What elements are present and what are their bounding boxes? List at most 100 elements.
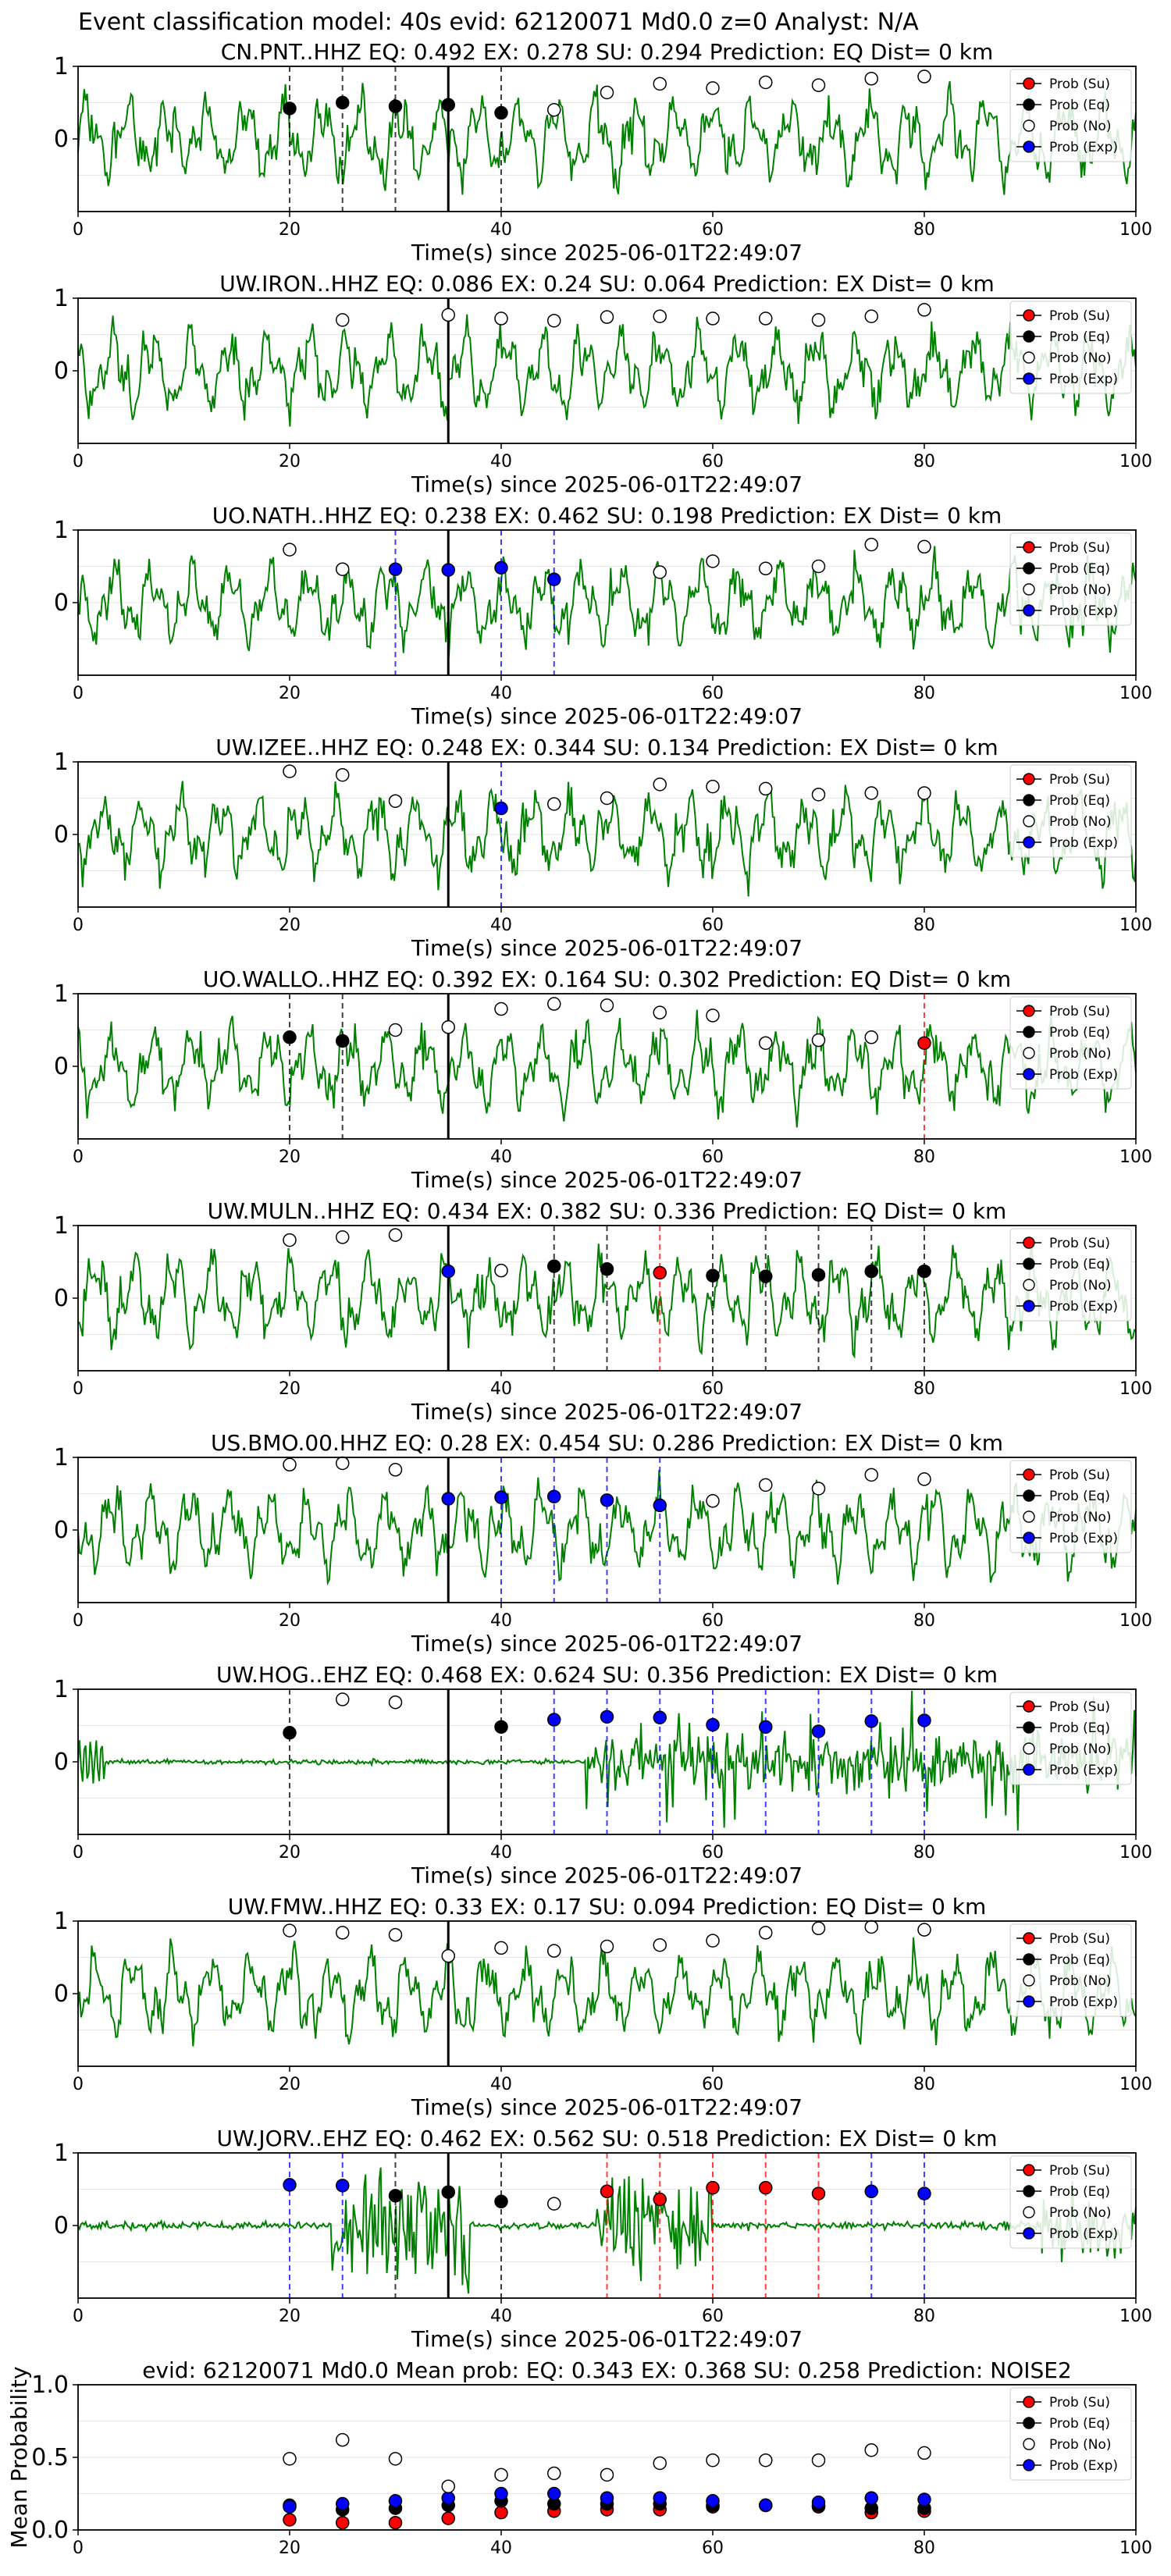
- prob-marker: [547, 1944, 561, 1958]
- prob-marker: [494, 1002, 508, 1016]
- prob-marker: [388, 2189, 403, 2203]
- x-axis-label: Time(s) since 2025-06-01T22:49:07: [411, 1167, 803, 1193]
- x-tick-label: 80: [913, 1379, 935, 1399]
- x-tick-label: 20: [279, 1611, 301, 1631]
- panel-title: UW.IRON..HHZ EQ: 0.086 EX: 0.24 SU: 0.06…: [219, 271, 994, 297]
- legend-label: Prob (No): [1049, 814, 1112, 830]
- panel-title: evid: 62120071 Md0.0 Mean prob: EQ: 0.34…: [142, 2357, 1072, 2383]
- prob-marker: [864, 1264, 878, 1279]
- waveform-trace: [77, 781, 1137, 897]
- legend-label: Prob (Eq): [1049, 1257, 1110, 1272]
- waveform-trace: [77, 80, 1137, 195]
- mean-prob-marker: [388, 2515, 403, 2530]
- panel-title: UO.WALLO..HHZ EQ: 0.392 EX: 0.164 SU: 0.…: [203, 966, 1011, 992]
- chart-panel: UW.IZEE..HHZ EQ: 0.248 EX: 0.344 SU: 0.1…: [54, 735, 1152, 961]
- x-tick-label: 40: [490, 2307, 512, 2326]
- prob-marker: [441, 308, 455, 322]
- legend-marker: [1023, 2438, 1035, 2450]
- x-tick-label: 0: [73, 452, 84, 471]
- legend-marker: [1023, 330, 1035, 343]
- x-tick-label: 0: [73, 916, 84, 935]
- legend: Prob (Su) Prob (Eq) Prob (No) Prob (Exp): [1009, 532, 1132, 626]
- legend-label: Prob (Su): [1049, 1236, 1110, 1251]
- x-tick-label: 60: [702, 916, 724, 935]
- legend-label: Prob (Su): [1049, 76, 1110, 92]
- y-tick-label: 1: [54, 2140, 69, 2167]
- prob-marker: [441, 1264, 455, 1279]
- y-tick-label: 1: [54, 749, 69, 776]
- panels: CN.PNT..HHZ EQ: 0.492 EX: 0.278 SU: 0.29…: [6, 39, 1152, 2558]
- x-axis-label: Time(s) since 2025-06-01T22:49:07: [411, 240, 803, 265]
- y-tick-label: 0: [54, 1517, 69, 1544]
- legend-label: Prob (Eq): [1049, 2416, 1110, 2432]
- x-tick-label: 20: [279, 452, 301, 471]
- x-tick-label: 20: [279, 2075, 301, 2094]
- prob-marker: [283, 764, 297, 778]
- mean-prob-marker: [336, 2432, 350, 2447]
- prob-marker: [811, 313, 826, 327]
- legend: Prob (Su) Prob (Eq) Prob (No) Prob (Exp): [1009, 2387, 1132, 2481]
- legend-label: Prob (Eq): [1049, 98, 1110, 113]
- prob-marker: [600, 1939, 614, 1954]
- prob-marker: [388, 1228, 403, 1242]
- chart-panel: UW.HOG..EHZ EQ: 0.468 EX: 0.624 SU: 0.35…: [54, 1662, 1152, 1888]
- prob-marker: [811, 788, 826, 802]
- prob-marker: [917, 1713, 931, 1727]
- legend: Prob (Su) Prob (Eq) Prob (No) Prob (Exp): [1009, 996, 1132, 1090]
- x-tick-label: 80: [913, 1147, 935, 1167]
- legend-frame: [1009, 764, 1132, 858]
- legend-label: Prob (Su): [1049, 540, 1110, 556]
- prob-marker: [706, 311, 720, 326]
- mean-prob-marker: [494, 2467, 508, 2482]
- prob-marker: [864, 1920, 878, 1934]
- prob-marker: [864, 786, 878, 800]
- prob-marker: [917, 1264, 931, 1279]
- x-tick-label: 40: [490, 220, 512, 240]
- legend-marker: [1023, 1068, 1035, 1080]
- mean-prob-marker: [706, 2494, 720, 2508]
- y-tick-label: 1: [54, 53, 69, 80]
- prob-marker: [811, 78, 826, 92]
- y-tick-label: 1: [54, 980, 69, 1008]
- figure-title: Event classification model: 40s evid: 62…: [78, 9, 919, 36]
- x-tick-label: 100: [1119, 916, 1152, 935]
- prob-marker: [441, 1020, 455, 1034]
- x-tick-label: 40: [490, 1611, 512, 1631]
- legend-marker: [1023, 1489, 1035, 1502]
- x-tick-label: 80: [913, 1611, 935, 1631]
- chart-panel: UO.WALLO..HHZ EQ: 0.392 EX: 0.164 SU: 0.…: [54, 966, 1152, 1193]
- prob-marker: [441, 1492, 455, 1506]
- legend-marker: [1023, 1047, 1035, 1059]
- prob-marker: [336, 767, 350, 782]
- x-tick-label: 60: [702, 2539, 724, 2558]
- prob-marker: [283, 2178, 297, 2192]
- prob-marker: [759, 561, 773, 576]
- y-tick-label: 0: [54, 589, 69, 617]
- legend-marker: [1023, 1974, 1035, 1987]
- legend-frame: [1009, 2155, 1132, 2249]
- y-tick-label: 0: [54, 1285, 69, 1312]
- prob-marker: [388, 1463, 403, 1477]
- prob-marker: [600, 310, 614, 324]
- x-tick-label: 20: [279, 220, 301, 240]
- mean-prob-marker: [441, 2491, 455, 2505]
- legend-label: Prob (Exp): [1049, 2226, 1118, 2242]
- y-tick-label: 0: [54, 821, 69, 849]
- legend-marker: [1023, 1995, 1035, 2008]
- legend-label: Prob (Exp): [1049, 835, 1118, 851]
- prob-marker: [653, 309, 667, 323]
- x-tick-label: 100: [1119, 2307, 1152, 2326]
- y-tick-label: 1: [54, 285, 69, 312]
- panel-title: US.BMO.00.HHZ EQ: 0.28 EX: 0.454 SU: 0.2…: [211, 1430, 1003, 1456]
- prob-marker: [441, 2185, 455, 2199]
- legend-label: Prob (No): [1049, 350, 1112, 366]
- x-tick-label: 0: [73, 2539, 84, 2558]
- legend-marker: [1023, 562, 1035, 575]
- chart-panel: UW.IRON..HHZ EQ: 0.086 EX: 0.24 SU: 0.06…: [54, 271, 1152, 497]
- legend: Prob (Su) Prob (Eq) Prob (No) Prob (Exp): [1009, 301, 1132, 394]
- y-tick-label: 1: [54, 1212, 69, 1240]
- y-tick-label: 1: [54, 1908, 69, 1935]
- x-tick-label: 80: [913, 452, 935, 471]
- x-tick-label: 0: [73, 1611, 84, 1631]
- prob-marker: [706, 1934, 720, 1948]
